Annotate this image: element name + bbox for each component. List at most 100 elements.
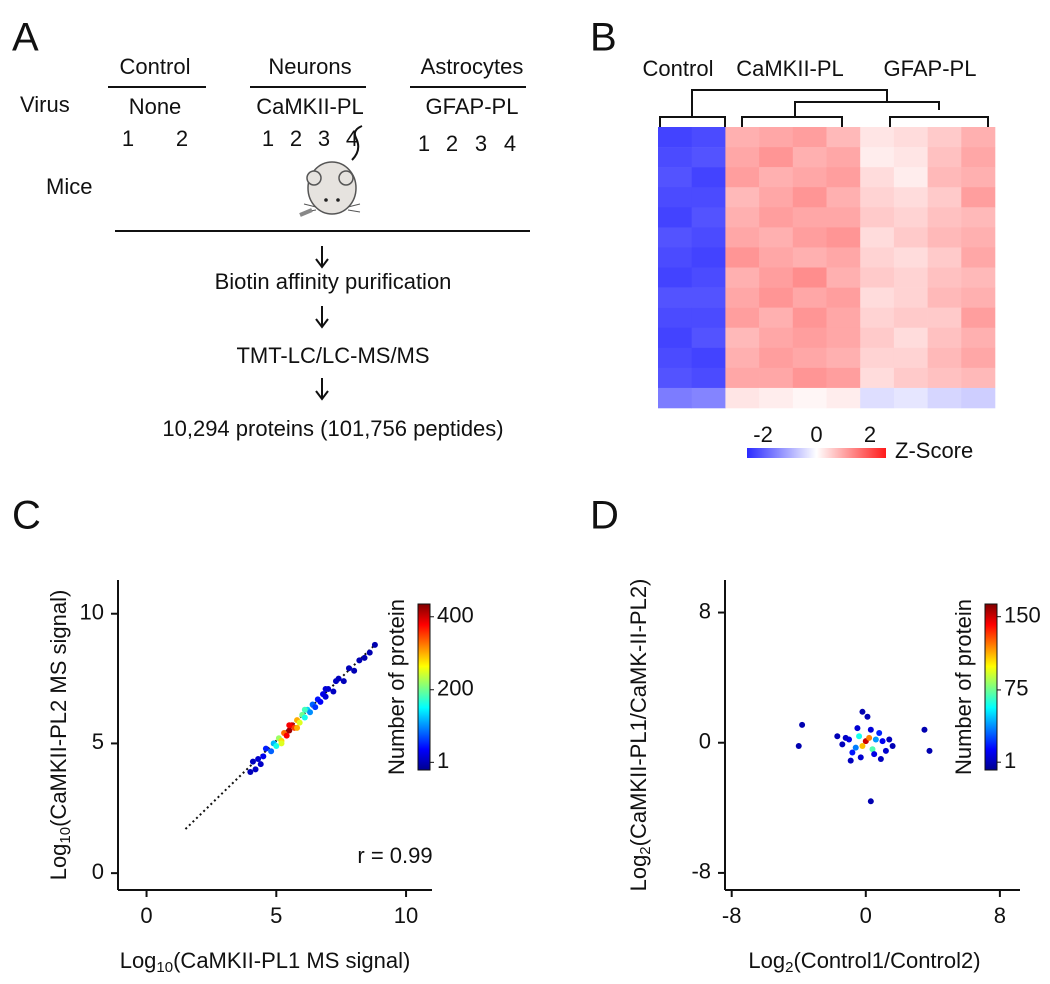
point xyxy=(351,667,358,674)
x-tick-label: 0 xyxy=(140,903,152,928)
heatmap-cell xyxy=(893,207,928,228)
x-tick-label: 5 xyxy=(270,903,282,928)
heatmap-cell xyxy=(826,187,861,208)
row-label: Virus xyxy=(20,92,70,117)
colorbar-tick-label: 75 xyxy=(1004,676,1028,701)
heatmap-cell xyxy=(792,207,827,228)
virus: GFAP-PL xyxy=(426,94,519,119)
point xyxy=(340,678,347,685)
heatmap-cell xyxy=(759,187,794,208)
heatmap-cell xyxy=(759,127,794,148)
point xyxy=(877,756,884,763)
point xyxy=(864,713,871,720)
point xyxy=(859,708,866,715)
y-axis-label-part: (CaMKII-PL1/CaMK-II-PL2) xyxy=(626,579,651,847)
point xyxy=(294,724,301,731)
y-axis-label-sub: 10 xyxy=(57,827,74,844)
x-axis-label: Log10(CaMKII-PL1 MS signal) xyxy=(120,948,411,976)
replicate: 2 xyxy=(290,126,302,151)
y-axis-label-part: Log xyxy=(46,844,71,881)
y-tick-label: -8 xyxy=(691,859,711,884)
point xyxy=(799,721,806,728)
heatmap-cell xyxy=(725,127,760,148)
column-group: GFAP-PL xyxy=(884,56,977,81)
heatmap-cell xyxy=(725,147,760,168)
heatmap-cell xyxy=(792,327,827,349)
heatmap-cell xyxy=(759,347,794,369)
heatmap-cell xyxy=(927,367,962,389)
point xyxy=(257,761,264,768)
heatmap-cell xyxy=(691,247,726,268)
point xyxy=(330,688,337,695)
panel-letter: D xyxy=(590,494,619,538)
heatmap-cell xyxy=(691,387,726,409)
heatmap-cell xyxy=(860,327,895,349)
heatmap-cell xyxy=(826,307,861,329)
heatmap-cell xyxy=(658,367,692,389)
heatmap-cell xyxy=(691,347,726,369)
replicate: 3 xyxy=(318,126,330,151)
point xyxy=(260,753,267,760)
panel-letter: C xyxy=(12,494,41,538)
heatmap-cell xyxy=(961,287,996,308)
point xyxy=(255,755,262,762)
heatmap-cell xyxy=(725,227,760,248)
point xyxy=(322,693,329,700)
x-axis-label: Log2(Control1/Control2) xyxy=(748,948,980,976)
heatmap-cell xyxy=(658,307,692,329)
heatmap-cell xyxy=(893,187,928,208)
heatmap-cell xyxy=(725,347,760,369)
heatmap-cell xyxy=(893,347,928,369)
x-axis-label-part: Log xyxy=(120,948,157,973)
heatmap-cell xyxy=(792,167,827,188)
group-name: Neurons xyxy=(268,54,351,79)
point xyxy=(283,732,290,739)
heatmap-cell xyxy=(658,247,692,268)
heatmap-cell xyxy=(860,367,895,389)
point xyxy=(856,733,863,740)
heatmap-cell xyxy=(893,227,928,248)
heatmap-cell xyxy=(893,367,928,389)
colorbar xyxy=(747,448,886,458)
mouse-icon xyxy=(299,125,363,217)
heatmap-cell xyxy=(826,247,861,268)
heatmap-cell xyxy=(961,267,996,288)
panel-letter: A xyxy=(12,16,39,60)
x-axis-label-sub: 2 xyxy=(785,959,793,976)
point xyxy=(926,747,933,754)
heatmap-cell xyxy=(691,327,726,349)
point xyxy=(889,742,896,749)
colorbar-tick-label: 200 xyxy=(437,676,474,701)
point xyxy=(839,741,846,748)
heatmap-cell xyxy=(961,127,996,148)
replicate: 1 xyxy=(418,131,430,156)
heatmap-cell xyxy=(725,307,760,329)
colorbar-label: Number of protein xyxy=(951,599,976,775)
x-axis-label-part: (CaMKII-PL1 MS signal) xyxy=(173,948,410,973)
heatmap-cell xyxy=(792,227,827,248)
heatmap-cell xyxy=(658,287,692,308)
heatmap-cell xyxy=(658,327,692,349)
point xyxy=(361,654,368,661)
heatmap-cell xyxy=(961,367,996,389)
heatmap-cell xyxy=(927,387,962,409)
point xyxy=(312,704,319,711)
heatmap-cell xyxy=(792,347,827,369)
heatmap-cell xyxy=(893,247,928,268)
y-axis-label-part: (CaMKII-PL2 MS signal) xyxy=(46,590,71,827)
heatmap-cell xyxy=(826,207,861,228)
heatmap-cell xyxy=(961,307,996,329)
colorbar-label: Z-Score xyxy=(895,438,973,463)
row-label: Mice xyxy=(46,174,92,199)
heatmap-cell xyxy=(860,247,895,268)
point xyxy=(247,768,254,775)
point xyxy=(849,749,856,756)
heatmap-cell xyxy=(759,247,794,268)
heatmap-cell xyxy=(658,387,692,409)
y-tick-label: 0 xyxy=(699,729,711,754)
heatmap-cell xyxy=(792,247,827,268)
heatmap-cell xyxy=(691,307,726,329)
heatmap-cell xyxy=(792,287,827,308)
heatmap-cell xyxy=(961,207,996,228)
heatmap-cell xyxy=(691,187,726,208)
